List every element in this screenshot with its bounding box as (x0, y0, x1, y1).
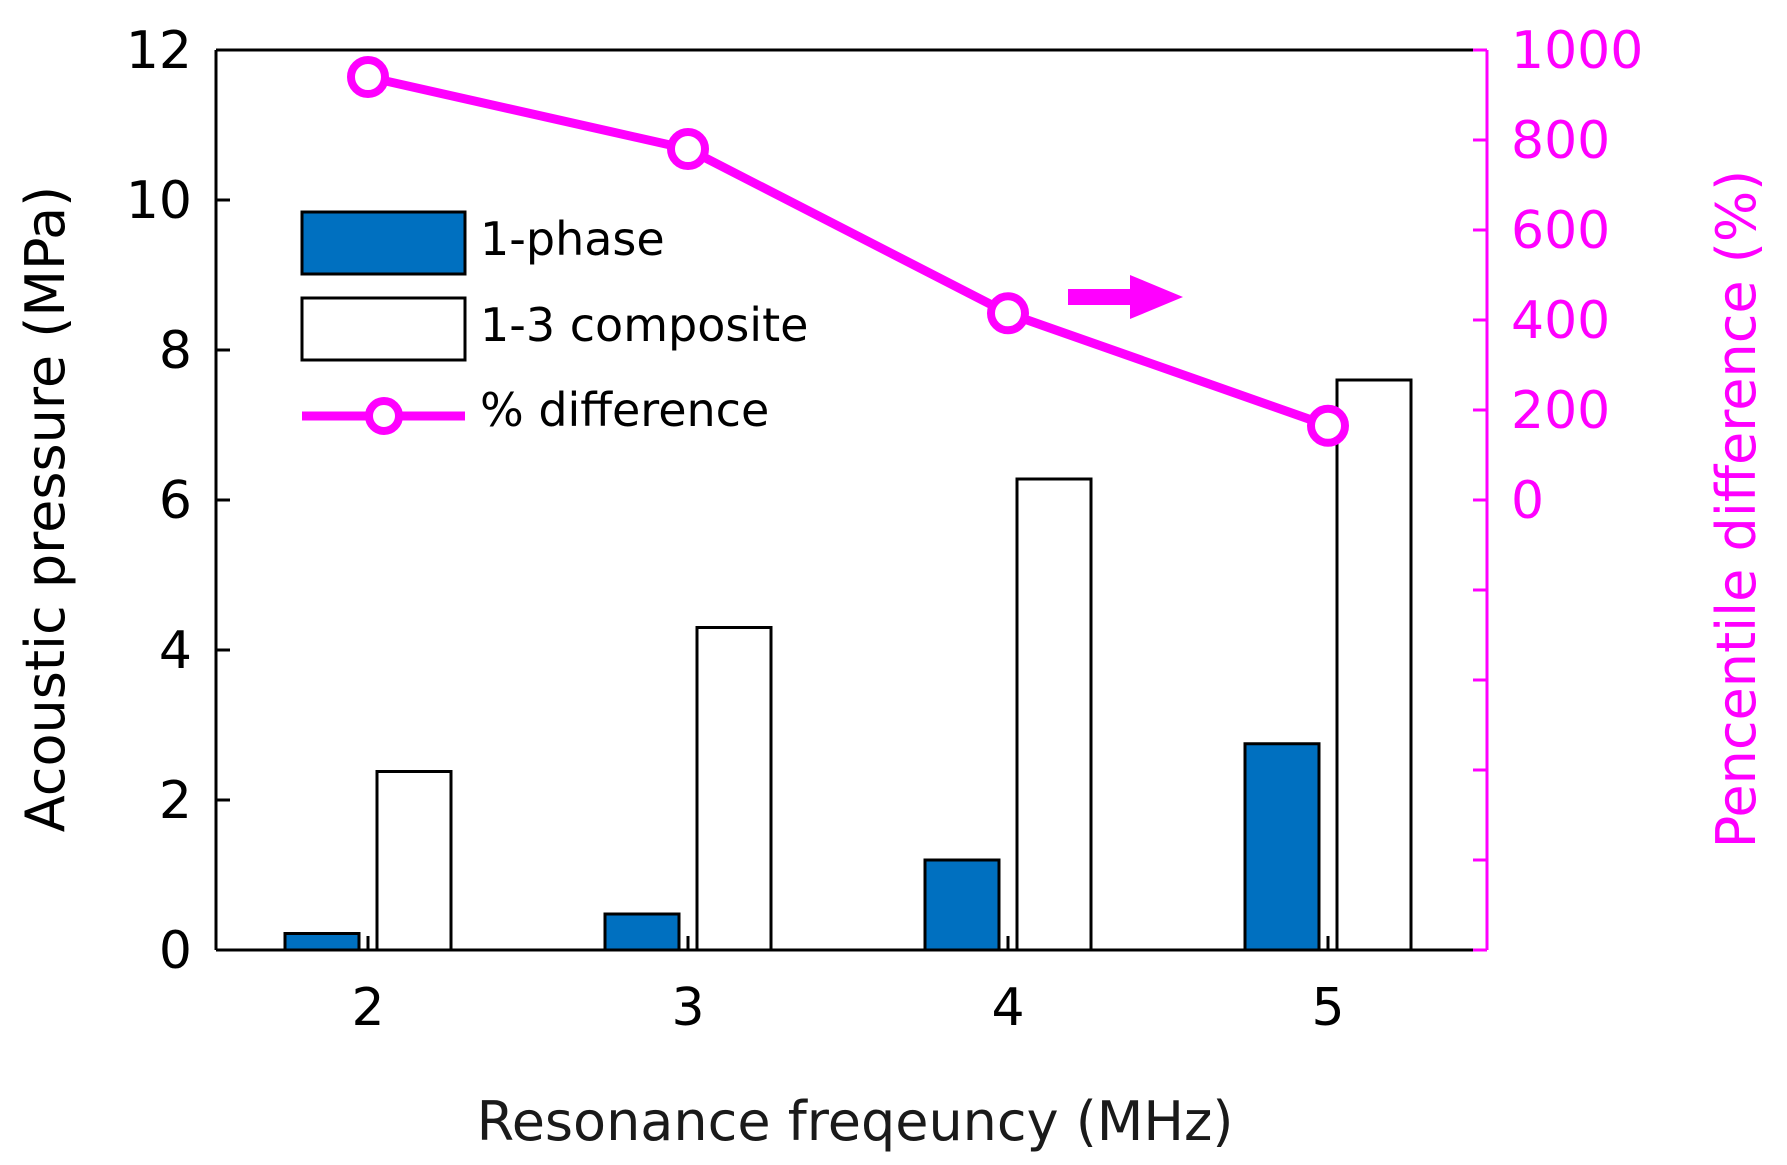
bars (283, 378, 1413, 952)
legend-label-1-phase: 1-phase (480, 212, 665, 266)
legend-swatch-1-3-composite (300, 296, 467, 362)
legend-label-difference: % difference (480, 383, 769, 437)
y-tick-label-left: 2 (159, 771, 192, 831)
y-tick-label-left: 10 (126, 171, 192, 231)
y-tick-label-right: 600 (1511, 201, 1610, 261)
bar-1-phase (603, 912, 681, 952)
difference-marker (1307, 404, 1349, 447)
bar-1-3-composite (1015, 477, 1093, 952)
legend-swatch-1-phase (300, 210, 467, 276)
y-tick-label-left: 6 (159, 471, 192, 531)
y-tick-label-left: 0 (159, 921, 192, 981)
bar-1-phase (923, 858, 1001, 952)
difference-line (367, 72, 1330, 430)
x-axis-title: Resonance freqeuncy (MHz) (477, 1090, 1234, 1153)
bar-1-phase (283, 932, 361, 952)
difference-line-layer (347, 56, 1349, 447)
y-tick-label-right: 800 (1511, 111, 1610, 171)
y-axis-title-right: Pencentile difference (%) (1705, 170, 1768, 848)
legend: 1-phase 1-3 composite % difference (300, 210, 808, 437)
y-tick-label-left: 8 (159, 321, 192, 381)
y-tick-label-left: 12 (126, 21, 192, 81)
y-tick-label-right: 0 (1511, 471, 1544, 531)
legend-label-1-3-composite: 1-3 composite (480, 298, 808, 352)
difference-marker (987, 292, 1029, 335)
bar-1-3-composite (375, 770, 453, 952)
right-axis-arrow-icon (1068, 275, 1183, 319)
legend-swatch-difference-marker (365, 397, 403, 435)
ticks (216, 48, 1487, 952)
x-tick-label: 3 (671, 978, 704, 1038)
difference-marker (347, 56, 389, 98)
y-tick-label-right: 400 (1511, 291, 1610, 351)
bar-1-phase (1243, 742, 1321, 952)
x-tick-label: 2 (351, 978, 384, 1038)
bar-1-3-composite (695, 626, 773, 952)
difference-marker (667, 128, 709, 170)
x-tick-label: 4 (991, 978, 1024, 1038)
y-axis-title-left: Acoustic pressure (MPa) (14, 186, 77, 832)
y-tick-label-left: 4 (159, 621, 192, 681)
x-tick-label: 5 (1311, 978, 1344, 1038)
tick-labels: 0 2 4 6 8 10 12 0 200 400 600 800 1000 2 3 4 5 (126, 21, 1644, 1038)
y-tick-label-right: 1000 (1511, 21, 1643, 81)
y-tick-label-right: 200 (1511, 381, 1610, 441)
bar-1-3-composite (1335, 378, 1413, 952)
